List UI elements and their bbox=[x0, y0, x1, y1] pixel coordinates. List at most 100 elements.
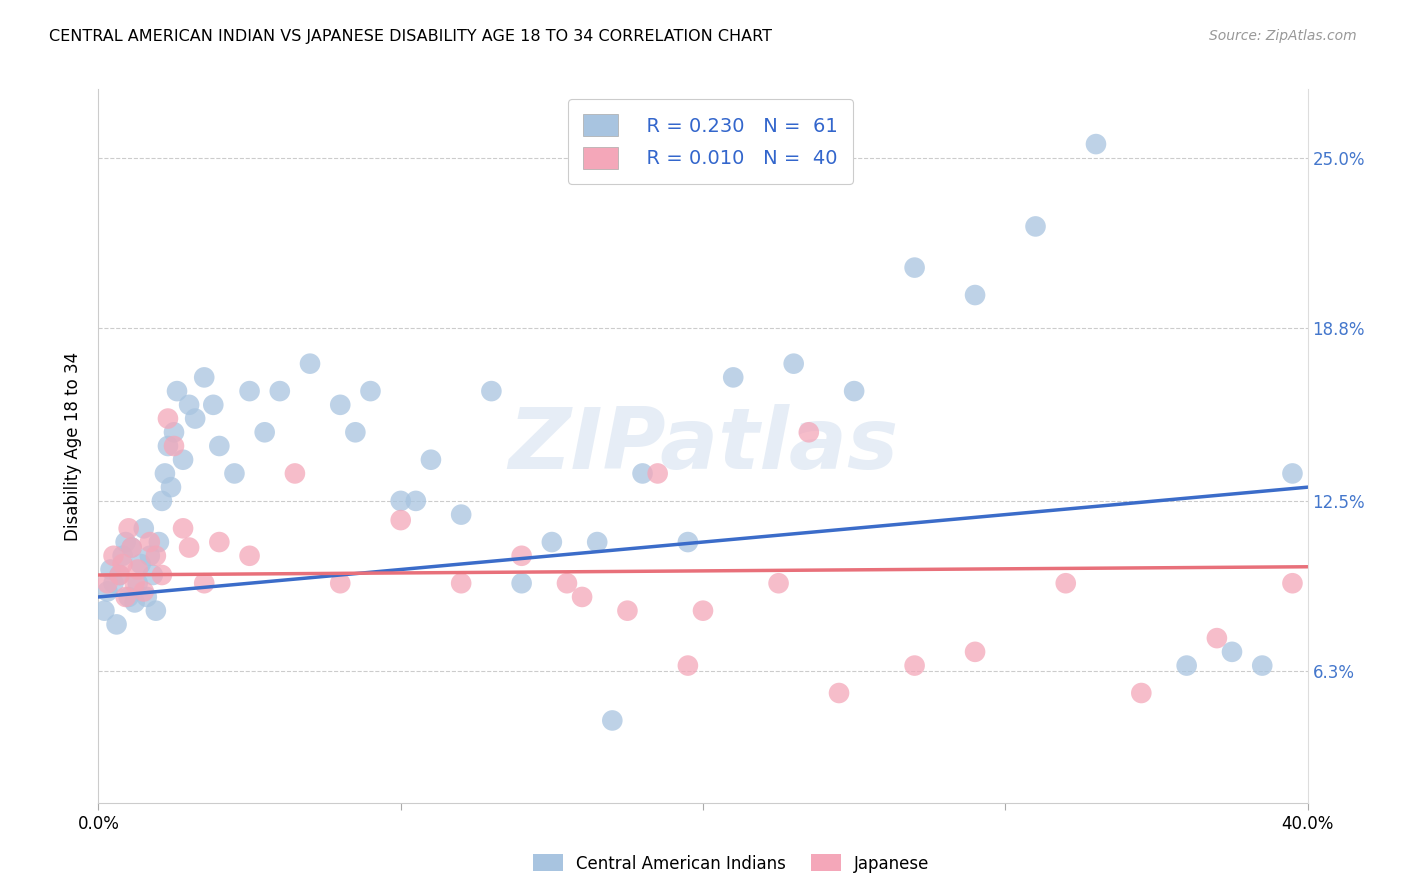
Legend: Central American Indians, Japanese: Central American Indians, Japanese bbox=[526, 847, 936, 880]
Point bbox=[108, 568, 131, 582]
Point bbox=[1220, 645, 1243, 659]
Point bbox=[616, 604, 638, 618]
Point bbox=[150, 494, 173, 508]
Point bbox=[202, 398, 225, 412]
Point bbox=[208, 439, 231, 453]
Point bbox=[108, 568, 131, 582]
Point bbox=[631, 467, 654, 481]
Point bbox=[1130, 686, 1153, 700]
Point bbox=[389, 494, 412, 508]
Point bbox=[139, 549, 162, 563]
Point bbox=[904, 260, 927, 275]
Point bbox=[156, 411, 179, 425]
Point bbox=[124, 576, 146, 591]
Point bbox=[100, 562, 122, 576]
Point bbox=[1281, 467, 1303, 481]
Point bbox=[1206, 631, 1229, 645]
Point bbox=[253, 425, 276, 440]
Point bbox=[329, 398, 352, 412]
Point bbox=[1281, 576, 1303, 591]
Point bbox=[510, 576, 533, 591]
Point bbox=[132, 584, 155, 599]
Legend:   R = 0.230   N =  61,   R = 0.010   N =  40: R = 0.230 N = 61, R = 0.010 N = 40 bbox=[568, 99, 853, 184]
Point bbox=[148, 535, 170, 549]
Text: Source: ZipAtlas.com: Source: ZipAtlas.com bbox=[1209, 29, 1357, 44]
Point bbox=[676, 535, 699, 549]
Point bbox=[156, 439, 179, 453]
Point bbox=[208, 535, 231, 549]
Point bbox=[420, 452, 443, 467]
Point bbox=[166, 384, 188, 398]
Point bbox=[103, 549, 125, 563]
Point bbox=[676, 658, 699, 673]
Point bbox=[193, 576, 215, 591]
Point bbox=[768, 576, 790, 591]
Point bbox=[129, 557, 152, 571]
Point bbox=[163, 425, 186, 440]
Point bbox=[723, 370, 745, 384]
Point bbox=[1024, 219, 1046, 234]
Point bbox=[163, 439, 186, 453]
Point bbox=[93, 604, 115, 618]
Point bbox=[797, 425, 820, 440]
Point bbox=[965, 645, 987, 659]
Point bbox=[344, 425, 367, 440]
Point bbox=[269, 384, 291, 398]
Point bbox=[783, 357, 806, 371]
Point bbox=[1054, 576, 1077, 591]
Point bbox=[127, 562, 149, 576]
Y-axis label: Disability Age 18 to 34: Disability Age 18 to 34 bbox=[65, 351, 83, 541]
Point bbox=[103, 576, 125, 591]
Point bbox=[1085, 137, 1108, 152]
Point bbox=[389, 513, 412, 527]
Point bbox=[329, 576, 352, 591]
Point bbox=[172, 452, 194, 467]
Point bbox=[239, 549, 262, 563]
Point bbox=[127, 576, 149, 591]
Point bbox=[105, 617, 128, 632]
Point bbox=[965, 288, 987, 302]
Point bbox=[132, 521, 155, 535]
Point bbox=[828, 686, 851, 700]
Point bbox=[118, 590, 141, 604]
Point bbox=[145, 549, 167, 563]
Point bbox=[139, 535, 162, 549]
Point bbox=[405, 494, 427, 508]
Point bbox=[142, 568, 165, 582]
Point bbox=[96, 576, 118, 591]
Point bbox=[571, 590, 593, 604]
Point bbox=[360, 384, 382, 398]
Point bbox=[450, 508, 472, 522]
Point bbox=[450, 576, 472, 591]
Point bbox=[121, 541, 143, 555]
Point bbox=[510, 549, 533, 563]
Text: ZIPatlas: ZIPatlas bbox=[508, 404, 898, 488]
Point bbox=[121, 541, 143, 555]
Point bbox=[124, 595, 146, 609]
Point bbox=[904, 658, 927, 673]
Point bbox=[844, 384, 866, 398]
Point bbox=[193, 370, 215, 384]
Point bbox=[586, 535, 609, 549]
Point bbox=[555, 576, 578, 591]
Point bbox=[150, 568, 173, 582]
Point bbox=[135, 590, 157, 604]
Point bbox=[114, 535, 136, 549]
Point bbox=[179, 541, 201, 555]
Point bbox=[239, 384, 262, 398]
Point bbox=[284, 467, 307, 481]
Point bbox=[111, 557, 134, 571]
Point bbox=[1175, 658, 1198, 673]
Point bbox=[1251, 658, 1274, 673]
Point bbox=[96, 584, 118, 599]
Point bbox=[160, 480, 183, 494]
Point bbox=[602, 714, 624, 728]
Point bbox=[172, 521, 194, 535]
Point bbox=[118, 521, 141, 535]
Point bbox=[111, 549, 134, 563]
Point bbox=[481, 384, 503, 398]
Point bbox=[184, 411, 207, 425]
Point bbox=[179, 398, 201, 412]
Point bbox=[299, 357, 322, 371]
Point bbox=[692, 604, 714, 618]
